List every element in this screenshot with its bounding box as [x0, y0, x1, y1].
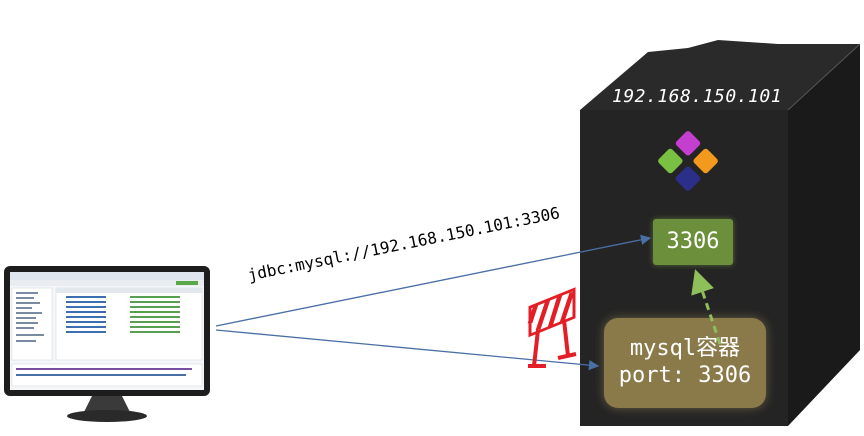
mysql-container-box: mysql容器 port: 3306 [604, 318, 766, 408]
arrow-to-container [215, 329, 600, 371]
server-ip-label: 192.168.150.101 [612, 86, 783, 107]
arrow-to-host-port [215, 234, 652, 327]
client-monitor-icon [4, 266, 210, 422]
host-port-label: 3306 [666, 229, 720, 254]
port-mapping-arrow [691, 269, 722, 345]
container-port-label: port: 3306 [618, 363, 752, 388]
app-logo-icon [658, 131, 718, 191]
barrier-icon [527, 287, 577, 368]
container-name-label: mysql容器 [629, 336, 741, 361]
host-port-box: 3306 [653, 219, 733, 265]
